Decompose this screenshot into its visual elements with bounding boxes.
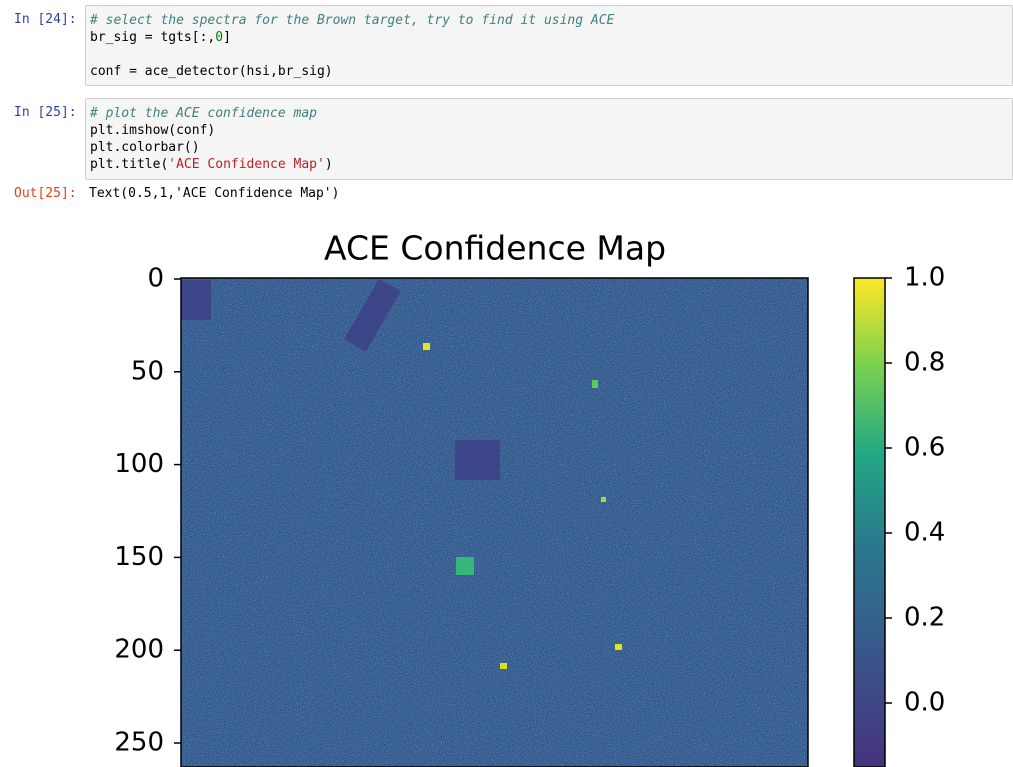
colorbar-frame (853, 277, 886, 767)
axes-frame (180, 277, 809, 767)
heatmap-features (181, 278, 500, 480)
output-text: Text(0.5,1,'ACE Confidence Map') (89, 186, 340, 201)
hot-spots (423, 343, 622, 669)
y-tick-label: 0 (147, 264, 164, 294)
y-tick-label: 250 (114, 728, 164, 758)
colorbar-tick-label: 0.6 (904, 433, 945, 463)
y-tick-label: 100 (114, 449, 164, 479)
colorbar-tick-label: 0.4 (904, 518, 945, 548)
y-tick-label: 150 (114, 542, 164, 572)
figure-title: ACE Confidence Map (324, 229, 666, 268)
colorbar-tick-label: 0.2 (904, 603, 945, 633)
code: # plot the ACE confidence map plt.imshow… (90, 106, 333, 172)
output-prompt: Out[25]: (14, 186, 77, 201)
colorbar (854, 278, 885, 767)
code-cell[interactable]: # select the spectra for the Brown targe… (85, 5, 1013, 86)
input-prompt: In [24]: (14, 12, 77, 27)
y-tick-label: 200 (114, 635, 164, 665)
colorbar-tick-label: 1.0 (904, 263, 945, 293)
colorbar-tick-label: 0.8 (904, 348, 945, 378)
input-prompt: In [25]: (14, 105, 77, 120)
code: # select the spectra for the Brown targe… (90, 13, 615, 79)
y-tick-label: 50 (131, 356, 164, 386)
colorbar-tick-label: 0.0 (904, 688, 945, 718)
heatmap-texture (181, 278, 808, 767)
code-cell[interactable]: # plot the ACE confidence map plt.imshow… (85, 98, 1013, 180)
